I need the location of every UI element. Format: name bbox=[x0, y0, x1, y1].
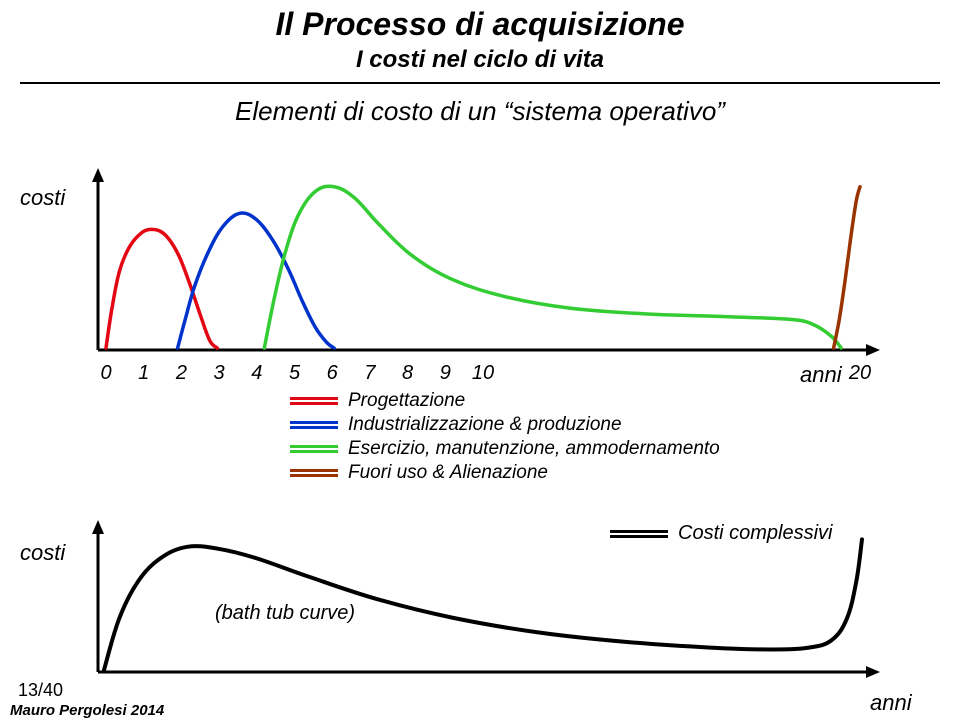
chart2-y-label: costi bbox=[20, 540, 65, 566]
xtick-6: 6 bbox=[327, 362, 338, 385]
legend-swatch bbox=[290, 445, 338, 453]
legend2-label: Costi complessivi bbox=[678, 522, 832, 545]
xtick-8: 8 bbox=[402, 362, 413, 385]
legend-label: Progettazione bbox=[348, 390, 465, 412]
chart2-x-label: anni bbox=[870, 690, 912, 716]
legend-row: Fuori uso & Alienazione bbox=[290, 462, 720, 484]
chart1-lifecycle-costs bbox=[90, 168, 880, 358]
xtick-4: 4 bbox=[251, 362, 262, 385]
legend-row: Industrializzazione & produzione bbox=[290, 414, 720, 436]
xtick-5: 5 bbox=[289, 362, 300, 385]
legend-label: Fuori uso & Alienazione bbox=[348, 462, 548, 484]
xtick-10: 10 bbox=[472, 362, 494, 385]
slide-subtitle-2: Elementi di costo di un “sistema operati… bbox=[0, 96, 960, 127]
legend-swatch bbox=[290, 421, 338, 429]
legend-row: Progettazione bbox=[290, 390, 720, 412]
xtick-1: 1 bbox=[138, 362, 149, 385]
xtick-20: 20 bbox=[849, 362, 871, 385]
chart1-x-ticks: 0 1 2 3 4 5 6 7 8 9 10 20 bbox=[90, 362, 880, 386]
bathtub-curve-label: (bath tub curve) bbox=[215, 602, 355, 625]
slide-title: Il Processo di acquisizione bbox=[0, 6, 960, 43]
xtick-2: 2 bbox=[176, 362, 187, 385]
slide-subtitle-1: I costi nel ciclo di vita bbox=[0, 46, 960, 74]
legend2-swatch bbox=[610, 530, 668, 538]
xtick-3: 3 bbox=[214, 362, 225, 385]
legend-swatch bbox=[290, 397, 338, 405]
xtick-9: 9 bbox=[440, 362, 451, 385]
chart2-legend: Costi complessivi bbox=[610, 522, 832, 545]
chart1-legend: ProgettazioneIndustrializzazione & produ… bbox=[290, 390, 720, 486]
chart1-y-label: costi bbox=[20, 185, 65, 211]
footer-page-number: 13/40 bbox=[18, 680, 63, 701]
xtick-0: 0 bbox=[100, 362, 111, 385]
xtick-7: 7 bbox=[364, 362, 375, 385]
title-underline bbox=[20, 82, 940, 84]
chart1-x-label: anni bbox=[800, 362, 842, 388]
slide-root: Il Processo di acquisizione I costi nel … bbox=[0, 0, 960, 721]
legend-label: Esercizio, manutenzione, ammodernamento bbox=[348, 438, 720, 460]
footer-author: Mauro Pergolesi 2014 bbox=[10, 702, 164, 719]
legend-row: Esercizio, manutenzione, ammodernamento bbox=[290, 438, 720, 460]
legend-label: Industrializzazione & produzione bbox=[348, 414, 622, 436]
legend-swatch bbox=[290, 469, 338, 477]
